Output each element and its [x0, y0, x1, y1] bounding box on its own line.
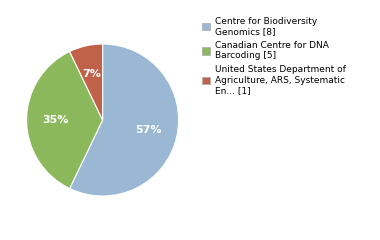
Text: 35%: 35%: [42, 115, 69, 125]
Wedge shape: [27, 52, 103, 188]
Wedge shape: [70, 44, 179, 196]
Text: 57%: 57%: [135, 126, 162, 136]
Legend: Centre for Biodiversity
Genomics [8], Canadian Centre for DNA
Barcoding [5], Uni: Centre for Biodiversity Genomics [8], Ca…: [202, 17, 346, 95]
Wedge shape: [70, 44, 103, 120]
Text: 7%: 7%: [83, 69, 101, 79]
